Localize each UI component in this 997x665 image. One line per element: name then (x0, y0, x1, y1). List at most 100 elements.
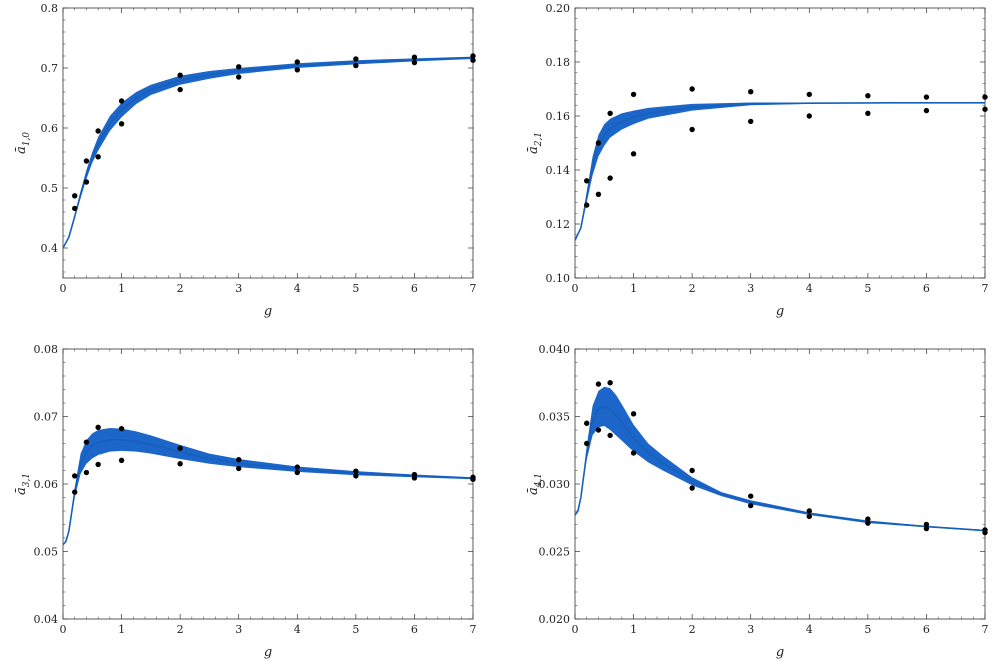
x-tick-label: 5 (864, 282, 871, 295)
x-tick-label: 1 (630, 282, 637, 295)
data-point (748, 118, 754, 125)
chart-panel-1: 0 1 2 3 4 5 6 7 0.4 0.5 0.6 0.7 0.8 g ā1,0 (14, 2, 477, 319)
data-point (236, 457, 242, 463)
data-point (595, 191, 602, 197)
y-tick-label: 0.030 (539, 478, 571, 491)
x-tick-label: 5 (864, 623, 871, 636)
y-tick-label: 0.4 (41, 242, 59, 255)
data-point (353, 62, 359, 69)
x-tick-label: 6 (411, 623, 418, 636)
data-point (630, 450, 637, 456)
x-tick-label: 7 (470, 623, 477, 636)
y-tick-label: 0.16 (546, 110, 571, 123)
y-axis-label: ā4,1 (526, 473, 544, 495)
y-axis-label-base: ā (526, 146, 541, 154)
data-point (83, 158, 90, 164)
data-point (584, 178, 590, 184)
x-tick-label: 6 (411, 282, 418, 295)
data-point (865, 520, 871, 526)
y-tick-label: 0.08 (34, 343, 59, 356)
data-point (595, 140, 602, 146)
y-tick-label: 0.6 (41, 122, 59, 135)
data-point (72, 205, 78, 212)
x-tick-label: 6 (923, 623, 930, 636)
x-axis-label: g (776, 645, 784, 660)
x-tick-label: 7 (982, 623, 989, 636)
data-point (72, 489, 78, 495)
data-point (294, 59, 300, 65)
data-point (294, 67, 300, 73)
data-point (806, 513, 812, 520)
data-point (353, 56, 359, 62)
uncertainty-band (575, 386, 985, 532)
plot-frame (62, 348, 474, 620)
x-tick-label: 4 (806, 623, 813, 636)
data-point (689, 467, 695, 474)
x-tick-label: 0 (60, 623, 67, 636)
x-tick-label: 1 (118, 282, 125, 295)
data-point (607, 432, 613, 439)
data-point (923, 521, 930, 528)
data-point (806, 113, 812, 119)
data-point (982, 529, 988, 536)
data-point (95, 424, 101, 430)
data-point (470, 57, 476, 63)
x-tick-label: 3 (235, 282, 242, 295)
data-point (118, 457, 125, 464)
x-tick-label: 2 (177, 282, 184, 295)
y-axis-label-base: ā (14, 146, 29, 154)
data-point (982, 94, 988, 100)
data-point (353, 468, 359, 474)
x-tick-label: 2 (689, 282, 696, 295)
data-point (83, 179, 90, 185)
data-point (118, 121, 125, 127)
band-center-line (63, 57, 473, 249)
y-axis-label-base: ā (14, 487, 29, 495)
data-point (236, 465, 242, 472)
data-point (689, 485, 695, 491)
x-axis-label: g (264, 645, 272, 660)
data-point (177, 72, 183, 78)
data-point (865, 110, 871, 117)
data-point (353, 473, 359, 479)
data-point (595, 381, 602, 387)
data-point (95, 128, 101, 134)
data-point (118, 425, 125, 432)
y-tick-label: 0.10 (546, 272, 571, 285)
plot-frame (62, 7, 474, 279)
x-tick-label: 7 (982, 282, 989, 295)
data-point (748, 502, 754, 509)
uncertainty-band (63, 427, 473, 545)
y-tick-label: 0.04 (34, 613, 59, 626)
band-center-line (575, 405, 985, 532)
data-point (806, 91, 812, 98)
data-point (748, 89, 754, 95)
data-point (982, 106, 988, 112)
data-point (470, 53, 476, 59)
data-point (630, 411, 637, 417)
band-center-line (575, 101, 985, 241)
data-point (748, 493, 754, 499)
data-point (177, 461, 183, 467)
y-axis-label: ā1,0 (14, 132, 32, 154)
x-tick-label: 5 (352, 623, 359, 636)
data-point (865, 93, 871, 99)
data-point (95, 154, 101, 160)
data-point (177, 445, 183, 451)
uncertainty-band (63, 56, 473, 248)
data-point (595, 427, 602, 433)
data-point (689, 86, 695, 92)
data-point (923, 525, 930, 532)
data-point (294, 469, 300, 476)
y-axis-label: ā2,1 (526, 132, 544, 154)
data-point (806, 508, 812, 514)
y-tick-label: 0.07 (34, 411, 59, 424)
data-point (72, 473, 78, 479)
chart-panel-3: 0 1 2 3 4 5 6 7 0.04 0.05 0.06 0.07 0.08 g ā3,1 (14, 343, 477, 660)
y-axis-label-subscript: 2,1 (534, 132, 544, 147)
data-point (630, 151, 637, 157)
x-tick-label: 1 (118, 623, 125, 636)
data-point (177, 86, 183, 93)
x-tick-label: 2 (177, 623, 184, 636)
chart-panel-2: 0 1 2 3 4 5 6 7 0.10 0.12 0.14 0.16 0.18 0.20 g ā2,1 (526, 2, 989, 319)
